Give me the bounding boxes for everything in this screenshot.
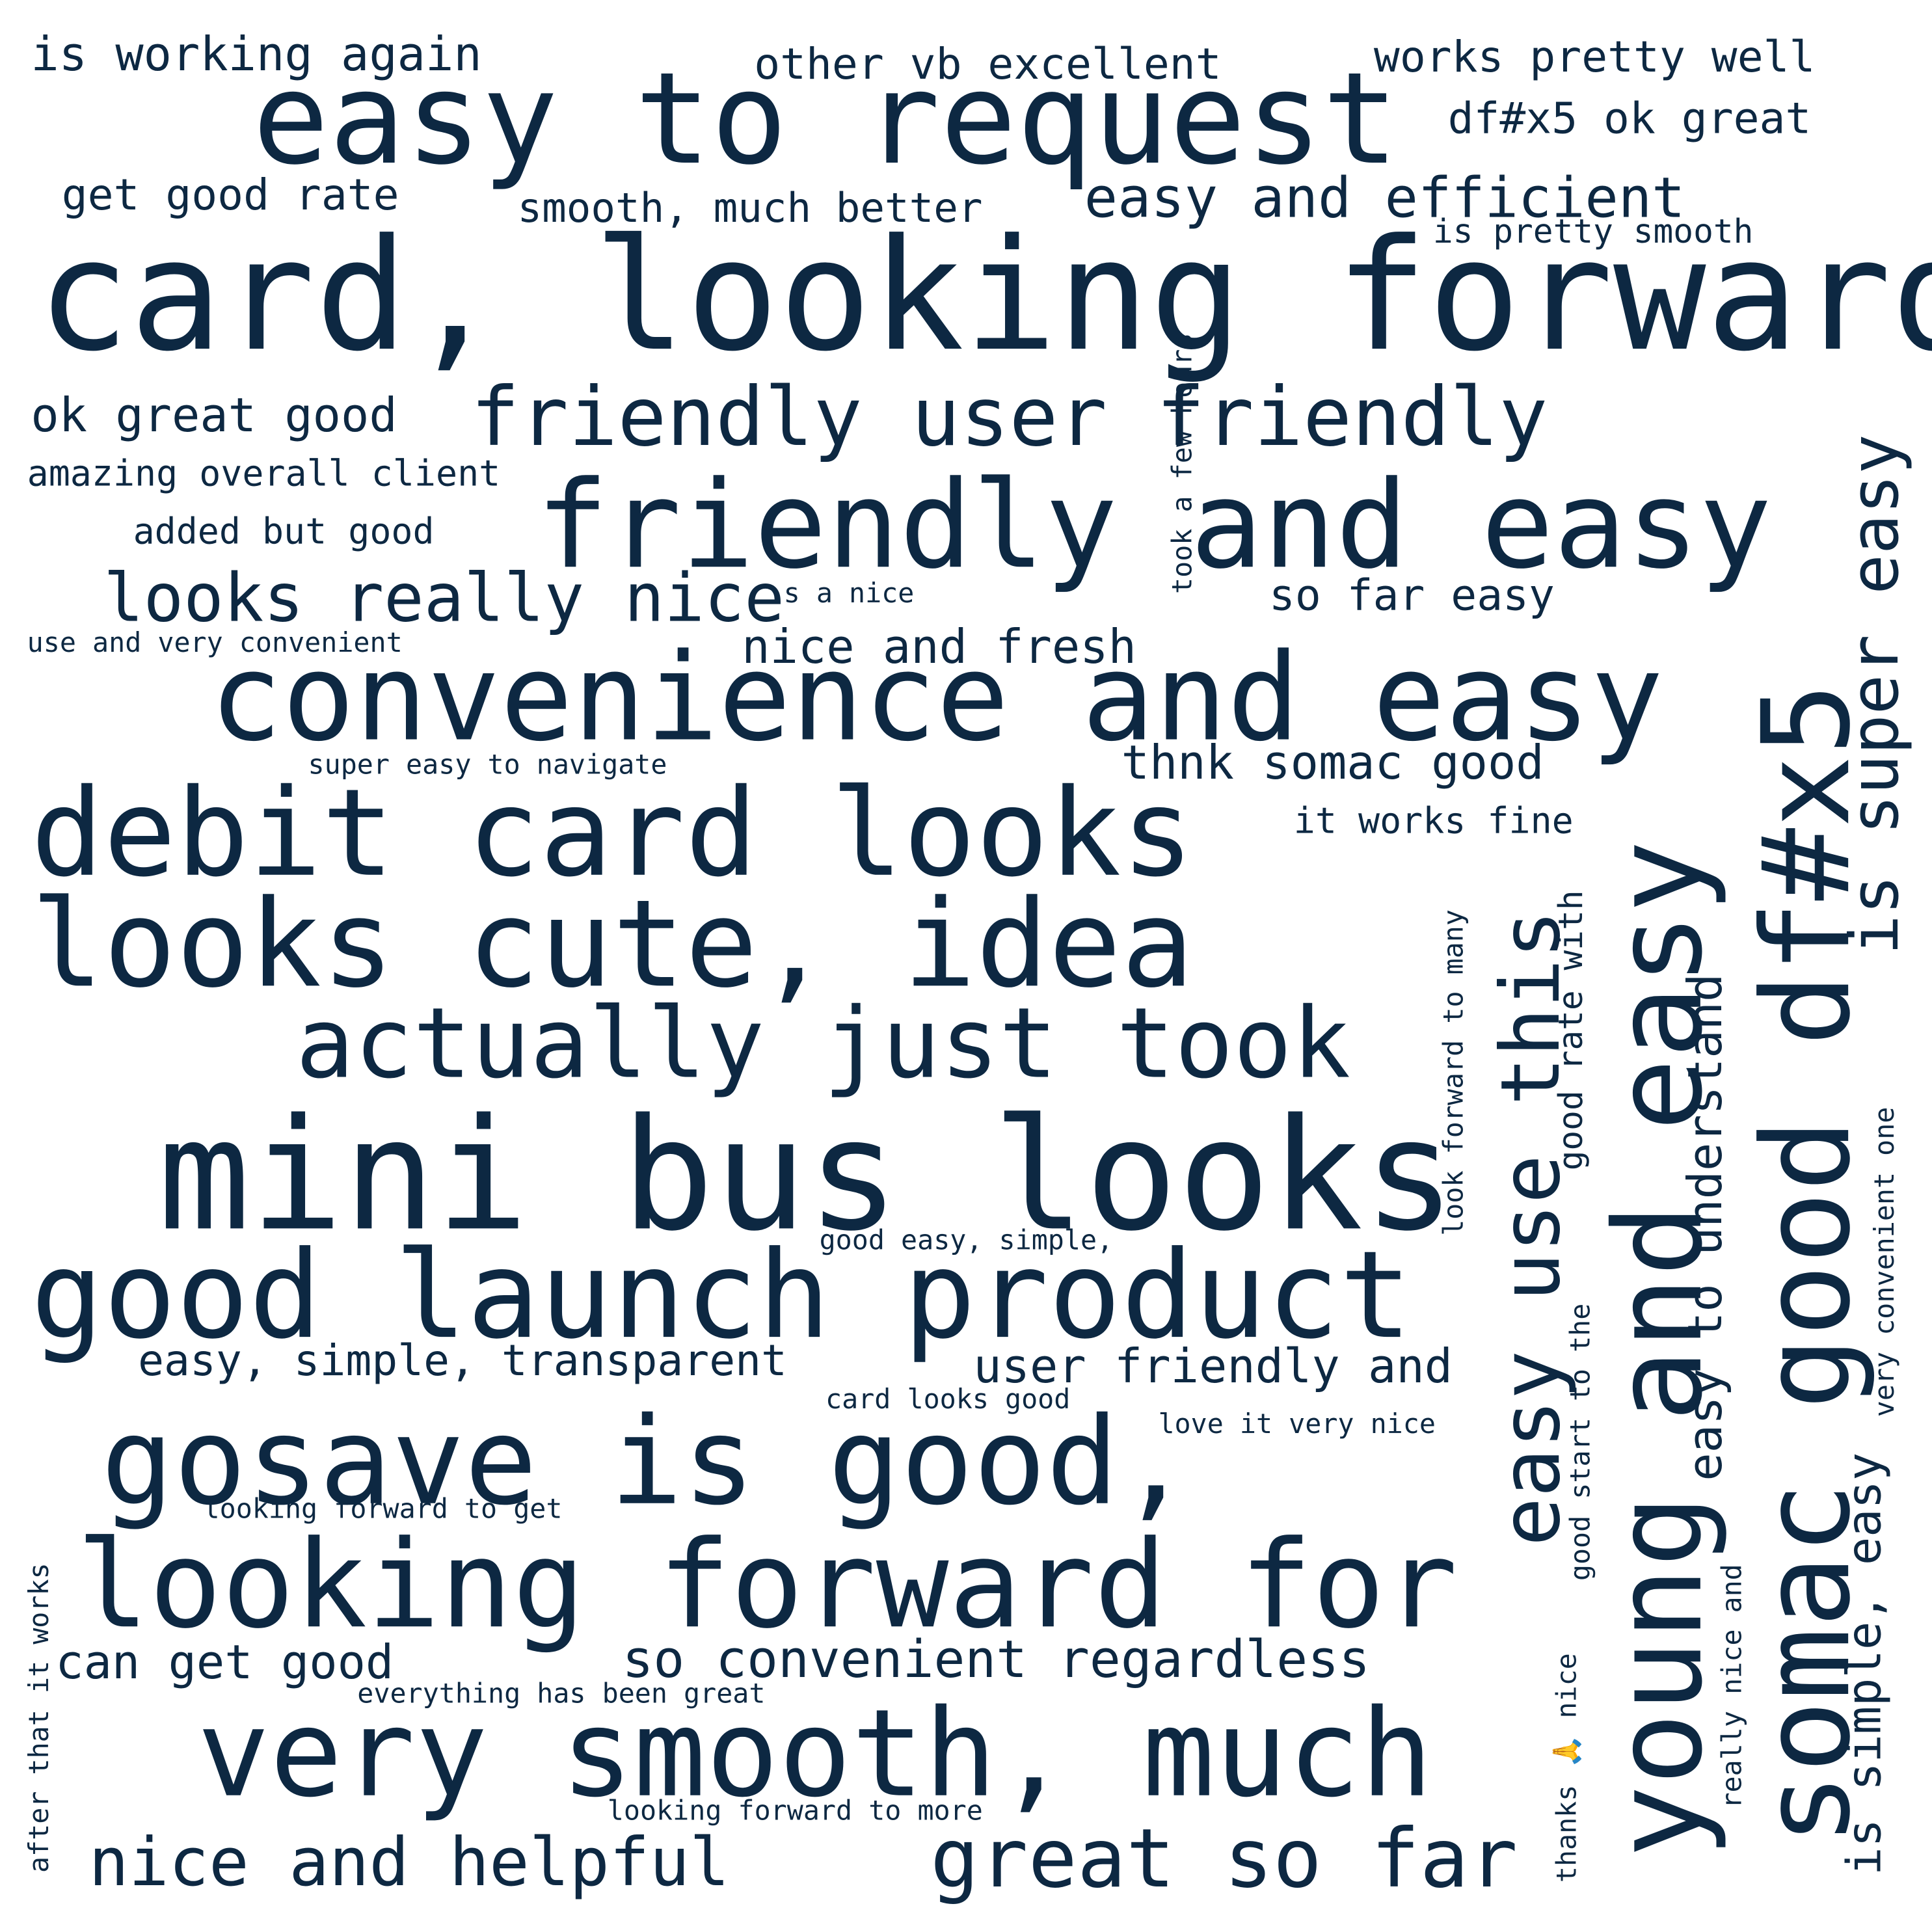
phrase-so-far-easy: so far easy	[1268, 571, 1555, 621]
phrase-friendly-user-friendly: friendly user friendly	[470, 369, 1548, 465]
phrase-love-it-very-nice: love it very nice	[1158, 1409, 1436, 1441]
phrase-looks-really-nice: looks really nice	[103, 559, 785, 637]
phrase-is-super-easy: is super easy	[1836, 434, 1914, 955]
phrase-can-get-good: can get good	[55, 1635, 394, 1689]
phrase-super-easy-to-navigate: super easy to navigate	[308, 750, 667, 781]
phrase-easy-to-understand: easy to understand	[1678, 973, 1733, 1481]
phrase-nice-and-fresh: nice and fresh	[742, 619, 1136, 675]
phrase-looking-forward-for: looking forward for	[76, 1515, 1458, 1656]
phrase-everything-has-been-great: everything has been great	[357, 1679, 766, 1711]
phrase-friendly-and-easy: friendly and easy	[535, 455, 1772, 597]
phrase-good-easy-simple: good easy, simple,	[819, 1226, 1114, 1257]
phrase-actually-just-took: actually just took	[295, 987, 1351, 1101]
phrase-debit-card-looks: debit card looks	[31, 764, 1194, 905]
phrase-df-ok-great: df#x5 ok great	[1447, 94, 1812, 144]
phrase-it-works-fine: it works fine	[1293, 799, 1574, 842]
phrase-added-but-good: added but good	[133, 510, 435, 552]
phrase-is-working-again: is working again	[31, 27, 482, 82]
phrase-so-convenient-regardless: so convenient regardless	[622, 1629, 1371, 1689]
phrase-works-pretty-well: works pretty well	[1373, 33, 1816, 83]
phrase-convenience-and-easy: convenience and easy	[209, 628, 1664, 769]
phrase-thnk-somac-good: thnk somac good	[1121, 735, 1544, 790]
phrase-easy-and-efficient: easy and efficient	[1084, 165, 1685, 231]
phrase-very-smooth-much: very smooth, much	[197, 1684, 1433, 1825]
phrase-took-a-few-hours: took a few hours	[1168, 332, 1199, 594]
phrase-get-good-rate: get good rate	[61, 171, 399, 221]
phrase-easy-to-request: easy to request	[252, 46, 1399, 194]
phrase-mini-bus-looks: mini bus looks	[157, 1086, 1456, 1266]
phrase-is-pretty-smooth: is pretty smooth	[1432, 213, 1754, 252]
phrase-user-friendly-and: user friendly and	[973, 1339, 1453, 1394]
phrase-card-looking-forward: card, looking forward	[36, 207, 1932, 386]
phrase-looking-forward-to-get: looking forward to get	[203, 1494, 563, 1525]
phrase-s-a-nice: s a nice	[783, 579, 915, 610]
phrase-use-and-very-convenient: use and very convenient	[27, 628, 403, 660]
phrase-very-convenient-one: very convenient one	[1870, 1107, 1901, 1417]
phrase-easy-simple-transparent: easy, simple, transparent	[138, 1337, 787, 1386]
phrase-after-that-it-works: after that it works	[24, 1563, 56, 1873]
phrase-ok-great-good: ok great good	[31, 388, 397, 442]
phrase-nice-and-helpful: nice and helpful	[88, 1823, 730, 1901]
phrase-really-nice-and: really nice and	[1717, 1564, 1749, 1809]
phrase-other-vb-excellent: other vb excellent	[754, 40, 1222, 90]
phrase-good-launch-product: good launch product	[31, 1226, 1412, 1367]
phrase-amazing-overall-client: amazing overall client	[27, 452, 501, 494]
phrase-smooth-much-better: smooth, much better	[517, 183, 983, 232]
phrase-thanks-nice: thanks 🙏 nice	[1552, 1653, 1583, 1883]
phrase-is-simple-easy: is simple, easy	[1837, 1452, 1892, 1875]
phrase-looks-cute-idea: looks cute, idea	[31, 874, 1194, 1015]
phrase-looking-forward-to-more: looking forward to more	[607, 1796, 983, 1827]
phrase-good-rate-with: good rate with	[1552, 890, 1591, 1171]
phrase-good-start-to-the: good start to the	[1566, 1303, 1597, 1581]
phrase-card-looks-good: card looks good	[825, 1384, 1071, 1416]
phrase-great-so-far: great so far	[930, 1811, 1518, 1907]
phrase-gosave-is-good: gosave is good,	[101, 1392, 1192, 1533]
phrase-look-forward-to-many: look forward to many	[1439, 909, 1470, 1236]
